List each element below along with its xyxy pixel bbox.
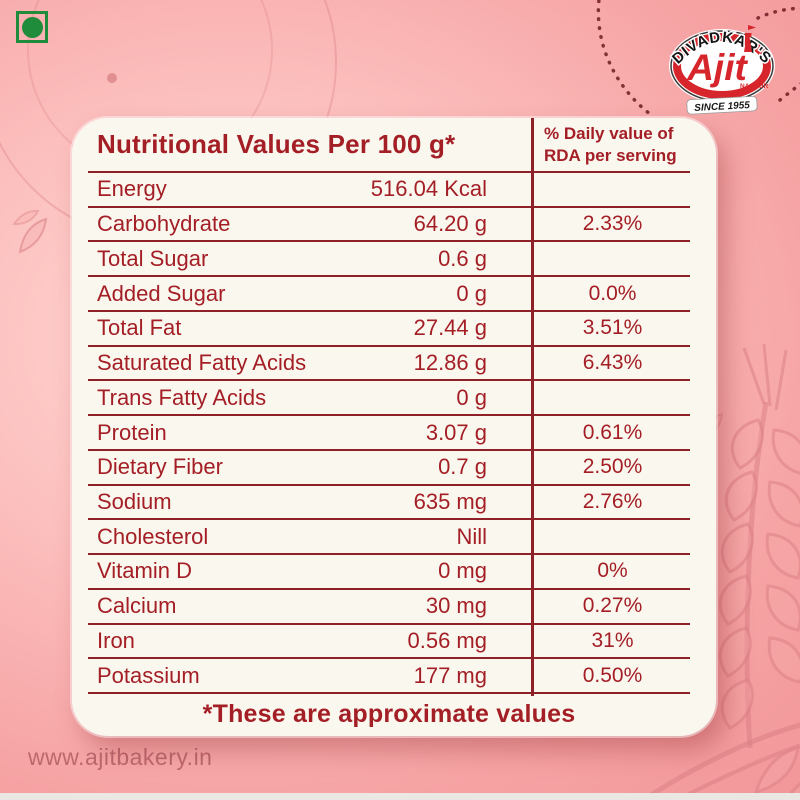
website-url: www.ajitbakery.in: [28, 744, 213, 770]
row-label: Calcium: [97, 593, 177, 619]
leaf-icon: [12, 209, 40, 226]
row-rda: 0.61%: [582, 420, 643, 444]
veg-dot-icon: [21, 16, 43, 38]
table-row: Trans Fatty Acids 0 g: [88, 381, 690, 417]
table-header: Nutritional Values Per 100 g* % Daily va…: [88, 118, 690, 173]
table-row: Carbohydrate 64.20 g 2.33%: [88, 208, 690, 243]
row-label: Sodium: [97, 488, 172, 514]
row-label: Total Fat: [97, 315, 182, 341]
row-rda: 0.27%: [582, 594, 643, 618]
logo-city-text: NAGPUR: [740, 83, 768, 90]
row-value: 27.44 g: [413, 315, 487, 341]
bottom-strip: [0, 793, 800, 800]
dot-decoration: [107, 73, 117, 83]
logo-banner: SINCE 1955: [686, 95, 758, 115]
row-value: 0 g: [456, 280, 487, 306]
row-label: Trans Fatty Acids: [97, 384, 267, 410]
row-left-cell: Trans Fatty Acids 0 g: [88, 385, 531, 411]
row-rda: 0.0%: [588, 281, 637, 305]
row-value: 177 mg: [413, 662, 487, 688]
row-rda: 31%: [591, 628, 634, 652]
row-rda: 2.50%: [582, 455, 643, 479]
table-row: Added Sugar 0 g 0.0%: [88, 277, 690, 312]
table-row: Dietary Fiber 0.7 g 2.50%: [88, 451, 690, 486]
row-label: Total Sugar: [97, 245, 209, 271]
nutrition-card: Nutritional Values Per 100 g* % Daily va…: [72, 118, 716, 736]
row-label: Iron: [97, 627, 135, 653]
row-value: 30 mg: [425, 593, 487, 619]
table-row: Sodium 635 mg 2.76%: [88, 486, 690, 521]
row-rda: 2.33%: [582, 212, 643, 236]
row-label: Cholesterol: [97, 523, 209, 549]
rda-column-header: % Daily value of RDA per serving: [531, 123, 690, 166]
row-left-cell: Cholesterol Nill: [88, 524, 531, 550]
rda-header-line1: % Daily value of: [544, 124, 674, 144]
row-left-cell: Potassium 177 mg: [88, 663, 531, 689]
row-left-cell: Vitamin D 0 mg: [88, 558, 531, 584]
nutrition-rows: Energy 516.04 Kcal Carbohydrate 64.20 g …: [88, 173, 690, 695]
row-label: Carbohydrate: [97, 211, 231, 237]
row-rda: 3.51%: [582, 316, 643, 340]
row-value: 635 mg: [413, 488, 487, 514]
row-left-cell: Dietary Fiber 0.7 g: [88, 454, 531, 480]
row-rda: 0%: [597, 559, 628, 583]
table-row: Energy 516.04 Kcal: [88, 173, 690, 208]
row-label: Protein: [97, 419, 167, 445]
table-row: Potassium 177 mg 0.50%: [88, 659, 690, 695]
row-value: 0.6 g: [438, 245, 487, 271]
row-value: 12.86 g: [413, 350, 487, 376]
row-value: 64.20 g: [413, 211, 487, 237]
row-left-cell: Protein 3.07 g: [88, 420, 531, 446]
row-left-cell: Added Sugar 0 g: [88, 281, 531, 307]
row-left-cell: Energy 516.04 Kcal: [88, 176, 531, 202]
row-value: Nill: [456, 523, 487, 549]
logo-since-text: SINCE 1955: [694, 100, 751, 114]
table-title: Nutritional Values Per 100 g*: [97, 129, 456, 159]
column-divider: [531, 118, 534, 696]
row-label: Energy: [97, 176, 167, 202]
row-left-cell: Iron 0.56 mg: [88, 628, 531, 654]
row-value: 0.56 mg: [407, 627, 488, 653]
row-label: Added Sugar: [97, 280, 226, 306]
ajit-brand-logo: DIVADKAR'S Ajit NAGPUR SINCE 1955: [668, 25, 775, 115]
row-left-cell: Total Sugar 0.6 g: [88, 246, 531, 272]
dotted-curve-decorations: [596, 0, 800, 116]
row-value: 0 mg: [438, 558, 487, 584]
table-row: Total Sugar 0.6 g: [88, 242, 690, 278]
table-row: Iron 0.56 mg 31%: [88, 625, 690, 660]
row-left-cell: Calcium 30 mg: [88, 593, 531, 619]
table-row: Total Fat 27.44 g 3.51%: [88, 312, 690, 347]
row-label: Dietary Fiber: [97, 454, 223, 480]
row-rda: 6.43%: [582, 351, 643, 375]
row-value: 3.07 g: [425, 419, 487, 445]
veg-mark-icon: [16, 11, 48, 43]
logo-brand-name: Ajit: [686, 47, 748, 88]
table-row: Protein 3.07 g 0.61%: [88, 416, 690, 451]
row-label: Potassium: [97, 662, 200, 688]
lighthouse-icon: [744, 25, 756, 52]
row-left-cell: Sodium 635 mg: [88, 489, 531, 515]
row-rda: 0.50%: [582, 663, 643, 687]
row-value: 0 g: [456, 384, 487, 410]
row-rda: 2.76%: [582, 489, 643, 513]
row-left-cell: Saturated Fatty Acids 12.86 g: [88, 350, 531, 376]
row-label: Saturated Fatty Acids: [97, 350, 307, 376]
row-value: 0.7 g: [438, 454, 487, 480]
row-value: 516.04 Kcal: [370, 176, 487, 202]
row-left-cell: Total Fat 27.44 g: [88, 315, 531, 341]
row-label: Vitamin D: [97, 558, 192, 584]
table-row: Vitamin D 0 mg 0%: [88, 555, 690, 590]
leaf-icon: [18, 217, 48, 254]
footnote: *These are approximate values: [202, 699, 576, 728]
table-row: Cholesterol Nill: [88, 520, 690, 556]
table-row: Calcium 30 mg 0.27%: [88, 590, 690, 625]
wheat-illustration: [638, 343, 800, 800]
rda-header-line2: RDA per serving: [544, 145, 677, 165]
row-left-cell: Carbohydrate 64.20 g: [88, 211, 531, 237]
table-row: Saturated Fatty Acids 12.86 g 6.43%: [88, 347, 690, 382]
